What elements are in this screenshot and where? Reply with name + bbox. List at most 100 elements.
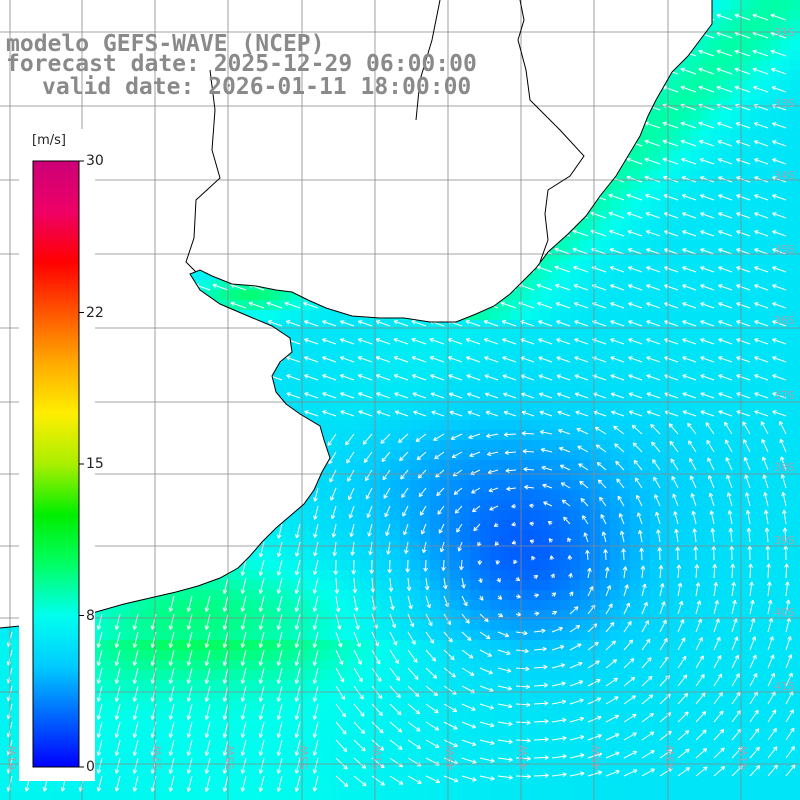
wind-arrow: [347, 469, 355, 482]
wind-arrow: [329, 469, 337, 483]
wind-arrow: [700, 356, 715, 363]
colorbar-tick-label: 0: [86, 759, 95, 775]
wind-arrow: [96, 685, 103, 702]
wind-arrow: [479, 739, 495, 746]
wind-arrow: [579, 480, 589, 489]
wind-arrow: [650, 423, 661, 435]
wind-arrow: [558, 446, 571, 453]
wind-arrow: [551, 663, 566, 669]
wind-arrow: [736, 410, 751, 417]
wind-arrow: [479, 685, 494, 692]
wind-arrow: [610, 356, 625, 363]
wind-arrow: [676, 564, 682, 579]
wind-arrow: [569, 771, 585, 777]
wind-arrow: [587, 770, 603, 777]
wind-arrow: [497, 757, 513, 762]
wind-arrow: [222, 703, 229, 720]
wind-arrow: [539, 410, 553, 417]
wind-arrow: [442, 577, 448, 590]
wind-arrow: [760, 421, 769, 435]
wind-arrow: [700, 302, 715, 309]
wind-arrow: [496, 577, 501, 583]
wind-arrow: [168, 775, 175, 792]
wind-arrow: [240, 757, 247, 774]
wind-arrow: [276, 721, 283, 738]
wind-arrow: [677, 655, 687, 669]
wind-arrow: [594, 426, 607, 435]
wind-arrow: [222, 667, 229, 684]
wind-arrow: [521, 410, 535, 417]
wind-arrow: [745, 492, 751, 507]
wind-arrow: [583, 532, 589, 543]
wind-arrow: [698, 121, 715, 129]
wind-arrow: [538, 338, 553, 345]
wind-arrow: [515, 702, 531, 708]
wind-arrow: [767, 581, 772, 597]
wind-arrow: [582, 515, 589, 525]
wind-arrow: [677, 692, 689, 705]
lon-label: 41W: [737, 745, 750, 770]
wind-arrow: [389, 613, 397, 629]
wind-arrow: [538, 320, 553, 327]
wind-arrow: [304, 392, 319, 399]
wind-arrow: [677, 619, 685, 633]
wind-arrow: [284, 301, 301, 309]
wind-arrow: [646, 356, 661, 363]
wind-arrow: [304, 320, 319, 327]
wind-arrow: [186, 667, 193, 684]
wind-arrow: [700, 194, 715, 201]
wind-arrow: [551, 754, 567, 759]
wind-arrow: [605, 751, 620, 759]
wind-arrow: [520, 374, 535, 381]
wind-arrow: [529, 539, 535, 544]
wind-arrow: [641, 657, 652, 669]
wind-arrow: [782, 527, 788, 543]
wind-arrow: [353, 721, 366, 735]
wind-arrow: [772, 212, 787, 219]
wind-arrow: [695, 748, 708, 759]
wind-arrow: [258, 721, 265, 738]
wind-arrow: [693, 546, 699, 561]
wind-arrow: [543, 501, 553, 507]
wind-arrow: [367, 523, 373, 537]
wind-arrow: [682, 374, 697, 381]
wind-arrow: [551, 610, 558, 616]
wind-arrow: [353, 757, 367, 769]
wind-arrow: [322, 338, 337, 345]
wind-arrow: [682, 356, 697, 363]
wind-arrow: [436, 487, 445, 497]
wind-arrow: [541, 465, 553, 471]
wind-arrow: [389, 667, 401, 681]
wind-arrow: [363, 451, 373, 463]
wind-arrow: [754, 194, 769, 201]
wind-arrow: [430, 374, 445, 381]
wind-arrow: [662, 139, 679, 147]
wind-arrow: [418, 487, 427, 498]
wind-arrow: [258, 541, 265, 558]
wind-arrow: [626, 139, 643, 147]
wind-arrow: [635, 494, 643, 507]
wind-arrow: [713, 710, 724, 723]
wind-arrow: [441, 559, 446, 571]
wind-arrow: [572, 247, 589, 255]
wind-arrow: [533, 574, 539, 580]
wind-arrow: [457, 541, 463, 552]
wind-arrow: [407, 649, 418, 663]
wind-arrow: [168, 613, 175, 630]
wind-arrow: [468, 433, 481, 440]
wind-arrow: [258, 757, 265, 774]
wind-arrow: [186, 757, 193, 774]
wind-arrow: [240, 775, 247, 792]
wind-arrow: [533, 773, 549, 778]
wind-arrow: [717, 139, 733, 147]
wind-arrow: [569, 643, 582, 651]
wind-arrow: [439, 541, 445, 553]
wind-arrow: [698, 13, 715, 21]
wind-arrow: [560, 482, 571, 489]
wind-arrow: [222, 685, 229, 702]
wind-arrow: [285, 320, 301, 327]
wind-arrow: [419, 505, 427, 516]
wind-arrow: [646, 284, 661, 291]
wind-arrow: [400, 469, 409, 480]
wind-arrow: [168, 721, 175, 738]
